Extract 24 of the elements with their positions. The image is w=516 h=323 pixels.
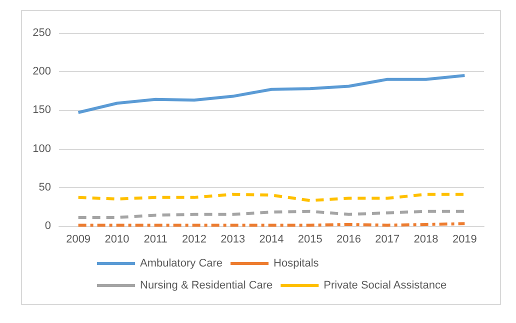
y-tick-label: 100	[32, 142, 51, 155]
y-tick-label: 200	[32, 66, 51, 78]
y-tick-label: 50	[38, 181, 51, 194]
x-tick-label: 2012	[182, 234, 206, 246]
x-tick-label: 2013	[220, 234, 246, 246]
x-tick-label: 2016	[336, 234, 362, 246]
x-tick-label: 2010	[104, 234, 130, 246]
line-series	[76, 192, 466, 202]
y-tick-label: 0	[44, 220, 51, 232]
x-tick-label: 2011	[144, 234, 168, 246]
legend-label: Ambulatory Care	[140, 258, 223, 270]
legend-label: Nursing & Residential Care	[140, 280, 273, 292]
line-series	[76, 210, 466, 220]
x-tick-label: 2015	[298, 234, 322, 246]
x-tick-label: 2009	[66, 234, 91, 246]
x-tick-label: 2014	[259, 234, 284, 246]
legend-label: Hospitals	[274, 258, 320, 270]
x-tick-label: 2017	[375, 234, 400, 246]
line-series	[76, 74, 466, 114]
x-tick-label: 2019	[452, 234, 477, 246]
y-tick-label: 250	[32, 27, 51, 39]
legend-label: Private Social Assistance	[324, 280, 447, 292]
x-tick-label: 2018	[414, 234, 438, 246]
y-tick-label: 150	[32, 104, 51, 116]
